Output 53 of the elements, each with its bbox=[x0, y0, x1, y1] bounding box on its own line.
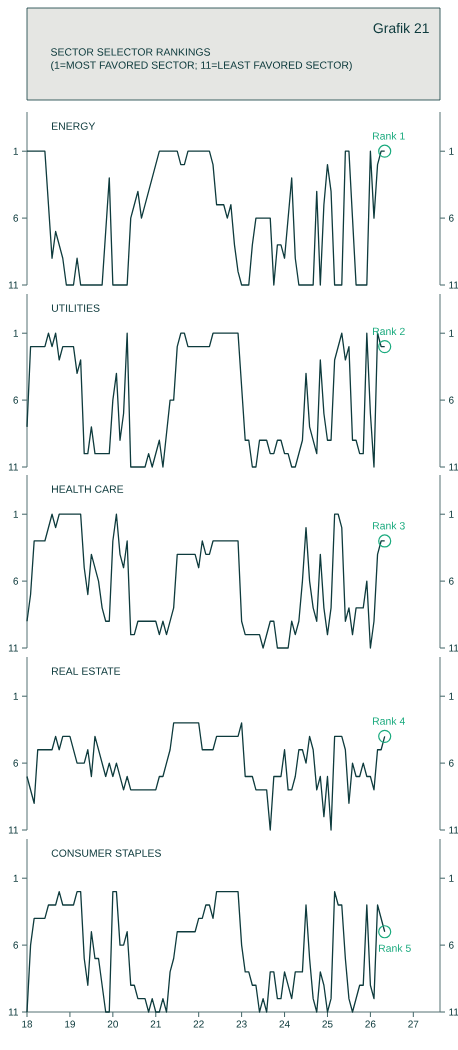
y-tick-label: 11 bbox=[8, 644, 18, 652]
x-tick-label: 21 bbox=[150, 1020, 161, 1028]
x-tick-label: 19 bbox=[65, 1020, 75, 1028]
y-tick-label: 1 bbox=[13, 147, 18, 155]
y2-tick-label: 11 bbox=[449, 463, 458, 471]
x-tick-label: 20 bbox=[107, 1020, 118, 1028]
x-tick-label: 18 bbox=[22, 1020, 33, 1028]
y2-tick-label: 1 bbox=[449, 692, 454, 700]
y-tick-label: 11 bbox=[8, 281, 18, 289]
x-tick-label: 27 bbox=[408, 1020, 419, 1028]
text: Grafik 21 bbox=[373, 22, 429, 34]
annotation: Rank 1 bbox=[372, 132, 405, 140]
y-tick-label: 11 bbox=[8, 463, 18, 471]
y-tick-label: 11 bbox=[8, 826, 18, 834]
annotation: Rank 5 bbox=[378, 944, 411, 952]
y2-tick-label: 11 bbox=[449, 281, 458, 289]
y2-tick-label: 1 bbox=[449, 147, 454, 155]
y-tick-label: 1 bbox=[13, 692, 18, 700]
text: REAL ESTATE bbox=[52, 667, 121, 675]
y-tick-label: 1 bbox=[13, 874, 18, 882]
y-tick-label: 6 bbox=[13, 396, 19, 404]
text: SECTOR SELECTOR RANKINGS bbox=[50, 48, 211, 56]
y-tick-label: 6 bbox=[13, 759, 19, 767]
text: CONSUMER STAPLES bbox=[51, 849, 161, 857]
y2-tick-label: 11 bbox=[449, 826, 458, 834]
y2-tick-label: 6 bbox=[449, 577, 454, 585]
text: HEALTH CARE bbox=[52, 485, 124, 493]
y2-tick-label: 6 bbox=[449, 941, 454, 949]
y-tick-label: 1 bbox=[13, 329, 18, 337]
text: UTILITIES bbox=[51, 304, 100, 312]
x-tick-label: 25 bbox=[322, 1020, 333, 1028]
y-tick-label: 6 bbox=[13, 577, 19, 585]
text: ENERGY bbox=[52, 122, 96, 130]
annotation: Rank 3 bbox=[372, 521, 405, 530]
y2-tick-label: 11 bbox=[449, 1008, 458, 1016]
x-tick-label: 23 bbox=[236, 1020, 247, 1028]
y2-tick-label: 1 bbox=[449, 874, 454, 882]
y-tick-label: 1 bbox=[13, 510, 18, 518]
y-tick-label: 11 bbox=[8, 1008, 18, 1016]
annotation: Rank 4 bbox=[372, 717, 405, 725]
text: (1=MOST FAVORED SECTOR; 11=LEAST FAVORED SECTOR) bbox=[51, 61, 352, 71]
x-tick-label: 26 bbox=[365, 1020, 376, 1028]
y2-tick-label: 1 bbox=[449, 329, 454, 337]
y-tick-label: 6 bbox=[13, 214, 19, 222]
x-tick-label: 22 bbox=[193, 1020, 204, 1028]
y2-tick-label: 6 bbox=[449, 759, 454, 767]
y2-tick-label: 6 bbox=[449, 214, 454, 222]
annotation: Rank 2 bbox=[372, 327, 405, 336]
y2-tick-label: 11 bbox=[449, 644, 458, 652]
y-tick-label: 6 bbox=[13, 941, 19, 949]
y2-tick-label: 1 bbox=[449, 510, 454, 518]
y2-tick-label: 6 bbox=[449, 396, 454, 404]
x-tick-label: 24 bbox=[279, 1020, 290, 1028]
